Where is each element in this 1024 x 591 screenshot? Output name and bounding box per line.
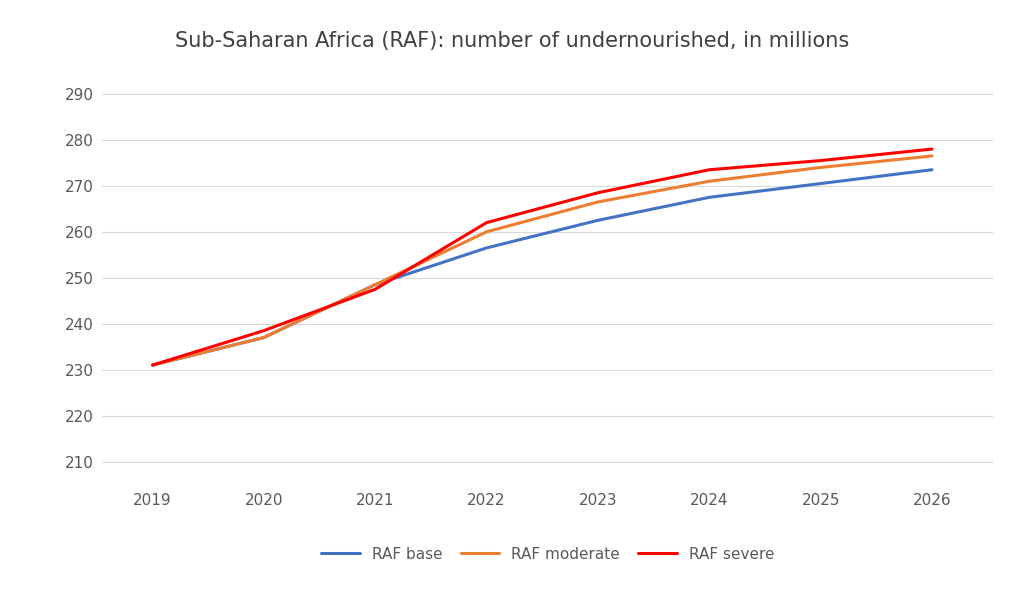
RAF moderate xyxy=(703,178,716,185)
Legend: RAF base, RAF moderate, RAF severe: RAF base, RAF moderate, RAF severe xyxy=(315,541,780,568)
RAF base xyxy=(814,180,826,187)
RAF base xyxy=(703,194,716,201)
RAF moderate xyxy=(814,164,826,171)
RAF severe xyxy=(703,166,716,173)
Line: RAF severe: RAF severe xyxy=(153,149,932,365)
RAF severe xyxy=(592,189,604,196)
Line: RAF base: RAF base xyxy=(153,170,932,365)
RAF base xyxy=(926,166,938,173)
RAF base xyxy=(480,244,493,251)
RAF moderate xyxy=(480,228,493,235)
RAF severe xyxy=(926,145,938,152)
Text: Sub-Saharan Africa (RAF): number of undernourished, in millions: Sub-Saharan Africa (RAF): number of unde… xyxy=(175,31,849,51)
RAF moderate xyxy=(258,334,270,341)
RAF base xyxy=(369,281,381,288)
RAF base xyxy=(146,362,159,369)
RAF severe xyxy=(258,327,270,334)
RAF severe xyxy=(146,362,159,369)
Line: RAF moderate: RAF moderate xyxy=(153,156,932,365)
RAF severe xyxy=(814,157,826,164)
RAF severe xyxy=(369,285,381,293)
RAF moderate xyxy=(369,281,381,288)
RAF base xyxy=(592,217,604,224)
RAF moderate xyxy=(146,362,159,369)
RAF moderate xyxy=(592,199,604,206)
RAF severe xyxy=(480,219,493,226)
RAF base xyxy=(258,334,270,341)
RAF moderate xyxy=(926,152,938,160)
